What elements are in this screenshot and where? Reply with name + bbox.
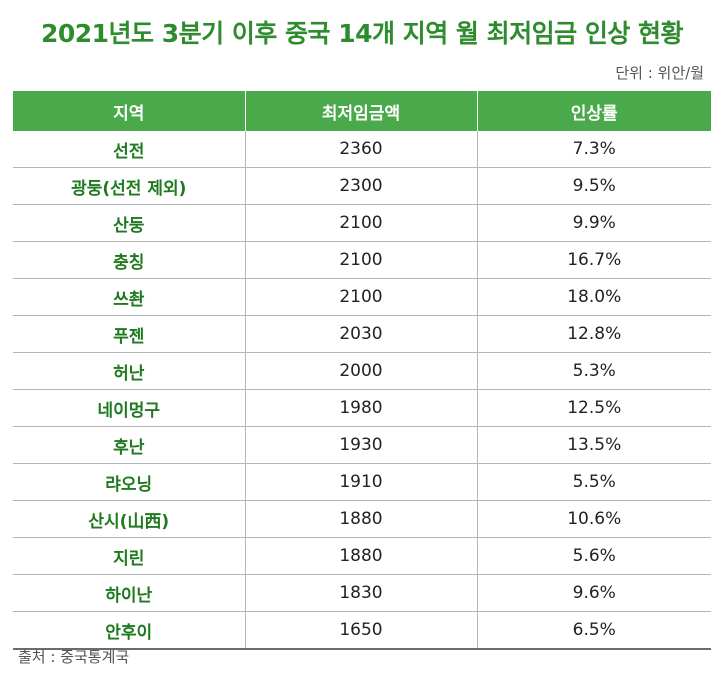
- minimum-wage-table: 지역 최저임금액 인상률 선전 2360 7.3% 광둥(선전 제외) 2300 9.5%…: [13, 91, 711, 650]
- rate-cell: 6.5%: [477, 611, 711, 650]
- table-body: 선전 2360 7.3% 광둥(선전 제외) 2300 9.5% 산둥 2100 9.9% 충칭 2…: [13, 131, 711, 650]
- table-row: 안후이 1650 6.5%: [13, 611, 711, 650]
- header-wage: 최저임금액: [245, 91, 478, 131]
- region-cell: 산시(山西): [13, 500, 246, 538]
- table-row: 하이난 1830 9.6%: [13, 574, 711, 612]
- region-cell: 네이멍구: [13, 389, 246, 427]
- page-title: 2021년도 3분기 이후 중국 14개 지역 월 최저임금 인상 현황: [40, 19, 684, 48]
- wage-cell: 1830: [245, 574, 478, 612]
- table-row: 네이멍구 1980 12.5%: [13, 389, 711, 427]
- table-row: 쓰촨 2100 18.0%: [13, 278, 711, 316]
- region-cell: 안후이: [13, 611, 246, 650]
- wage-cell: 2030: [245, 315, 478, 353]
- wage-cell: 2100: [245, 204, 478, 242]
- table-row: 광둥(선전 제외) 2300 9.5%: [13, 167, 711, 205]
- rate-cell: 12.8%: [477, 315, 711, 353]
- region-cell: 랴오닝: [13, 463, 246, 501]
- region-cell: 푸젠: [13, 315, 246, 353]
- header-rate: 인상률: [477, 91, 711, 131]
- table-header-row: 지역 최저임금액 인상률: [13, 91, 711, 131]
- table-row: 충칭 2100 16.7%: [13, 241, 711, 279]
- rate-cell: 7.3%: [477, 131, 711, 168]
- rate-cell: 13.5%: [477, 426, 711, 464]
- wage-cell: 2360: [245, 131, 478, 168]
- wage-cell: 1910: [245, 463, 478, 501]
- region-cell: 후난: [13, 426, 246, 464]
- source-note: 출처 : 중국통계국: [18, 648, 130, 666]
- wage-cell: 2100: [245, 241, 478, 279]
- rate-cell: 5.5%: [477, 463, 711, 501]
- wage-cell: 1880: [245, 500, 478, 538]
- region-cell: 하이난: [13, 574, 246, 612]
- wage-cell: 2000: [245, 352, 478, 390]
- table-row: 랴오닝 1910 5.5%: [13, 463, 711, 501]
- wage-cell: 1880: [245, 537, 478, 575]
- region-cell: 지린: [13, 537, 246, 575]
- table-row: 선전 2360 7.3%: [13, 131, 711, 168]
- wage-cell: 2300: [245, 167, 478, 205]
- wage-cell: 1980: [245, 389, 478, 427]
- table-row: 산둥 2100 9.9%: [13, 204, 711, 242]
- wage-cell: 2100: [245, 278, 478, 316]
- region-cell: 충칭: [13, 241, 246, 279]
- wage-cell: 1650: [245, 611, 478, 650]
- region-cell: 산둥: [13, 204, 246, 242]
- rate-cell: 9.5%: [477, 167, 711, 205]
- wage-cell: 1930: [245, 426, 478, 464]
- table-row: 지린 1880 5.6%: [13, 537, 711, 575]
- region-cell: 쓰촨: [13, 278, 246, 316]
- rate-cell: 5.6%: [477, 537, 711, 575]
- region-cell: 광둥(선전 제외): [13, 167, 246, 205]
- rate-cell: 5.3%: [477, 352, 711, 390]
- rate-cell: 10.6%: [477, 500, 711, 538]
- table-row: 푸젠 2030 12.8%: [13, 315, 711, 353]
- table-row: 산시(山西) 1880 10.6%: [13, 500, 711, 538]
- table-row: 후난 1930 13.5%: [13, 426, 711, 464]
- unit-note: 단위 : 위안/월: [615, 64, 704, 82]
- rate-cell: 18.0%: [477, 278, 711, 316]
- region-cell: 선전: [13, 131, 246, 168]
- table-row: 허난 2000 5.3%: [13, 352, 711, 390]
- rate-cell: 16.7%: [477, 241, 711, 279]
- rate-cell: 9.6%: [477, 574, 711, 612]
- rate-cell: 12.5%: [477, 389, 711, 427]
- region-cell: 허난: [13, 352, 246, 390]
- header-region: 지역: [13, 91, 246, 131]
- rate-cell: 9.9%: [477, 204, 711, 242]
